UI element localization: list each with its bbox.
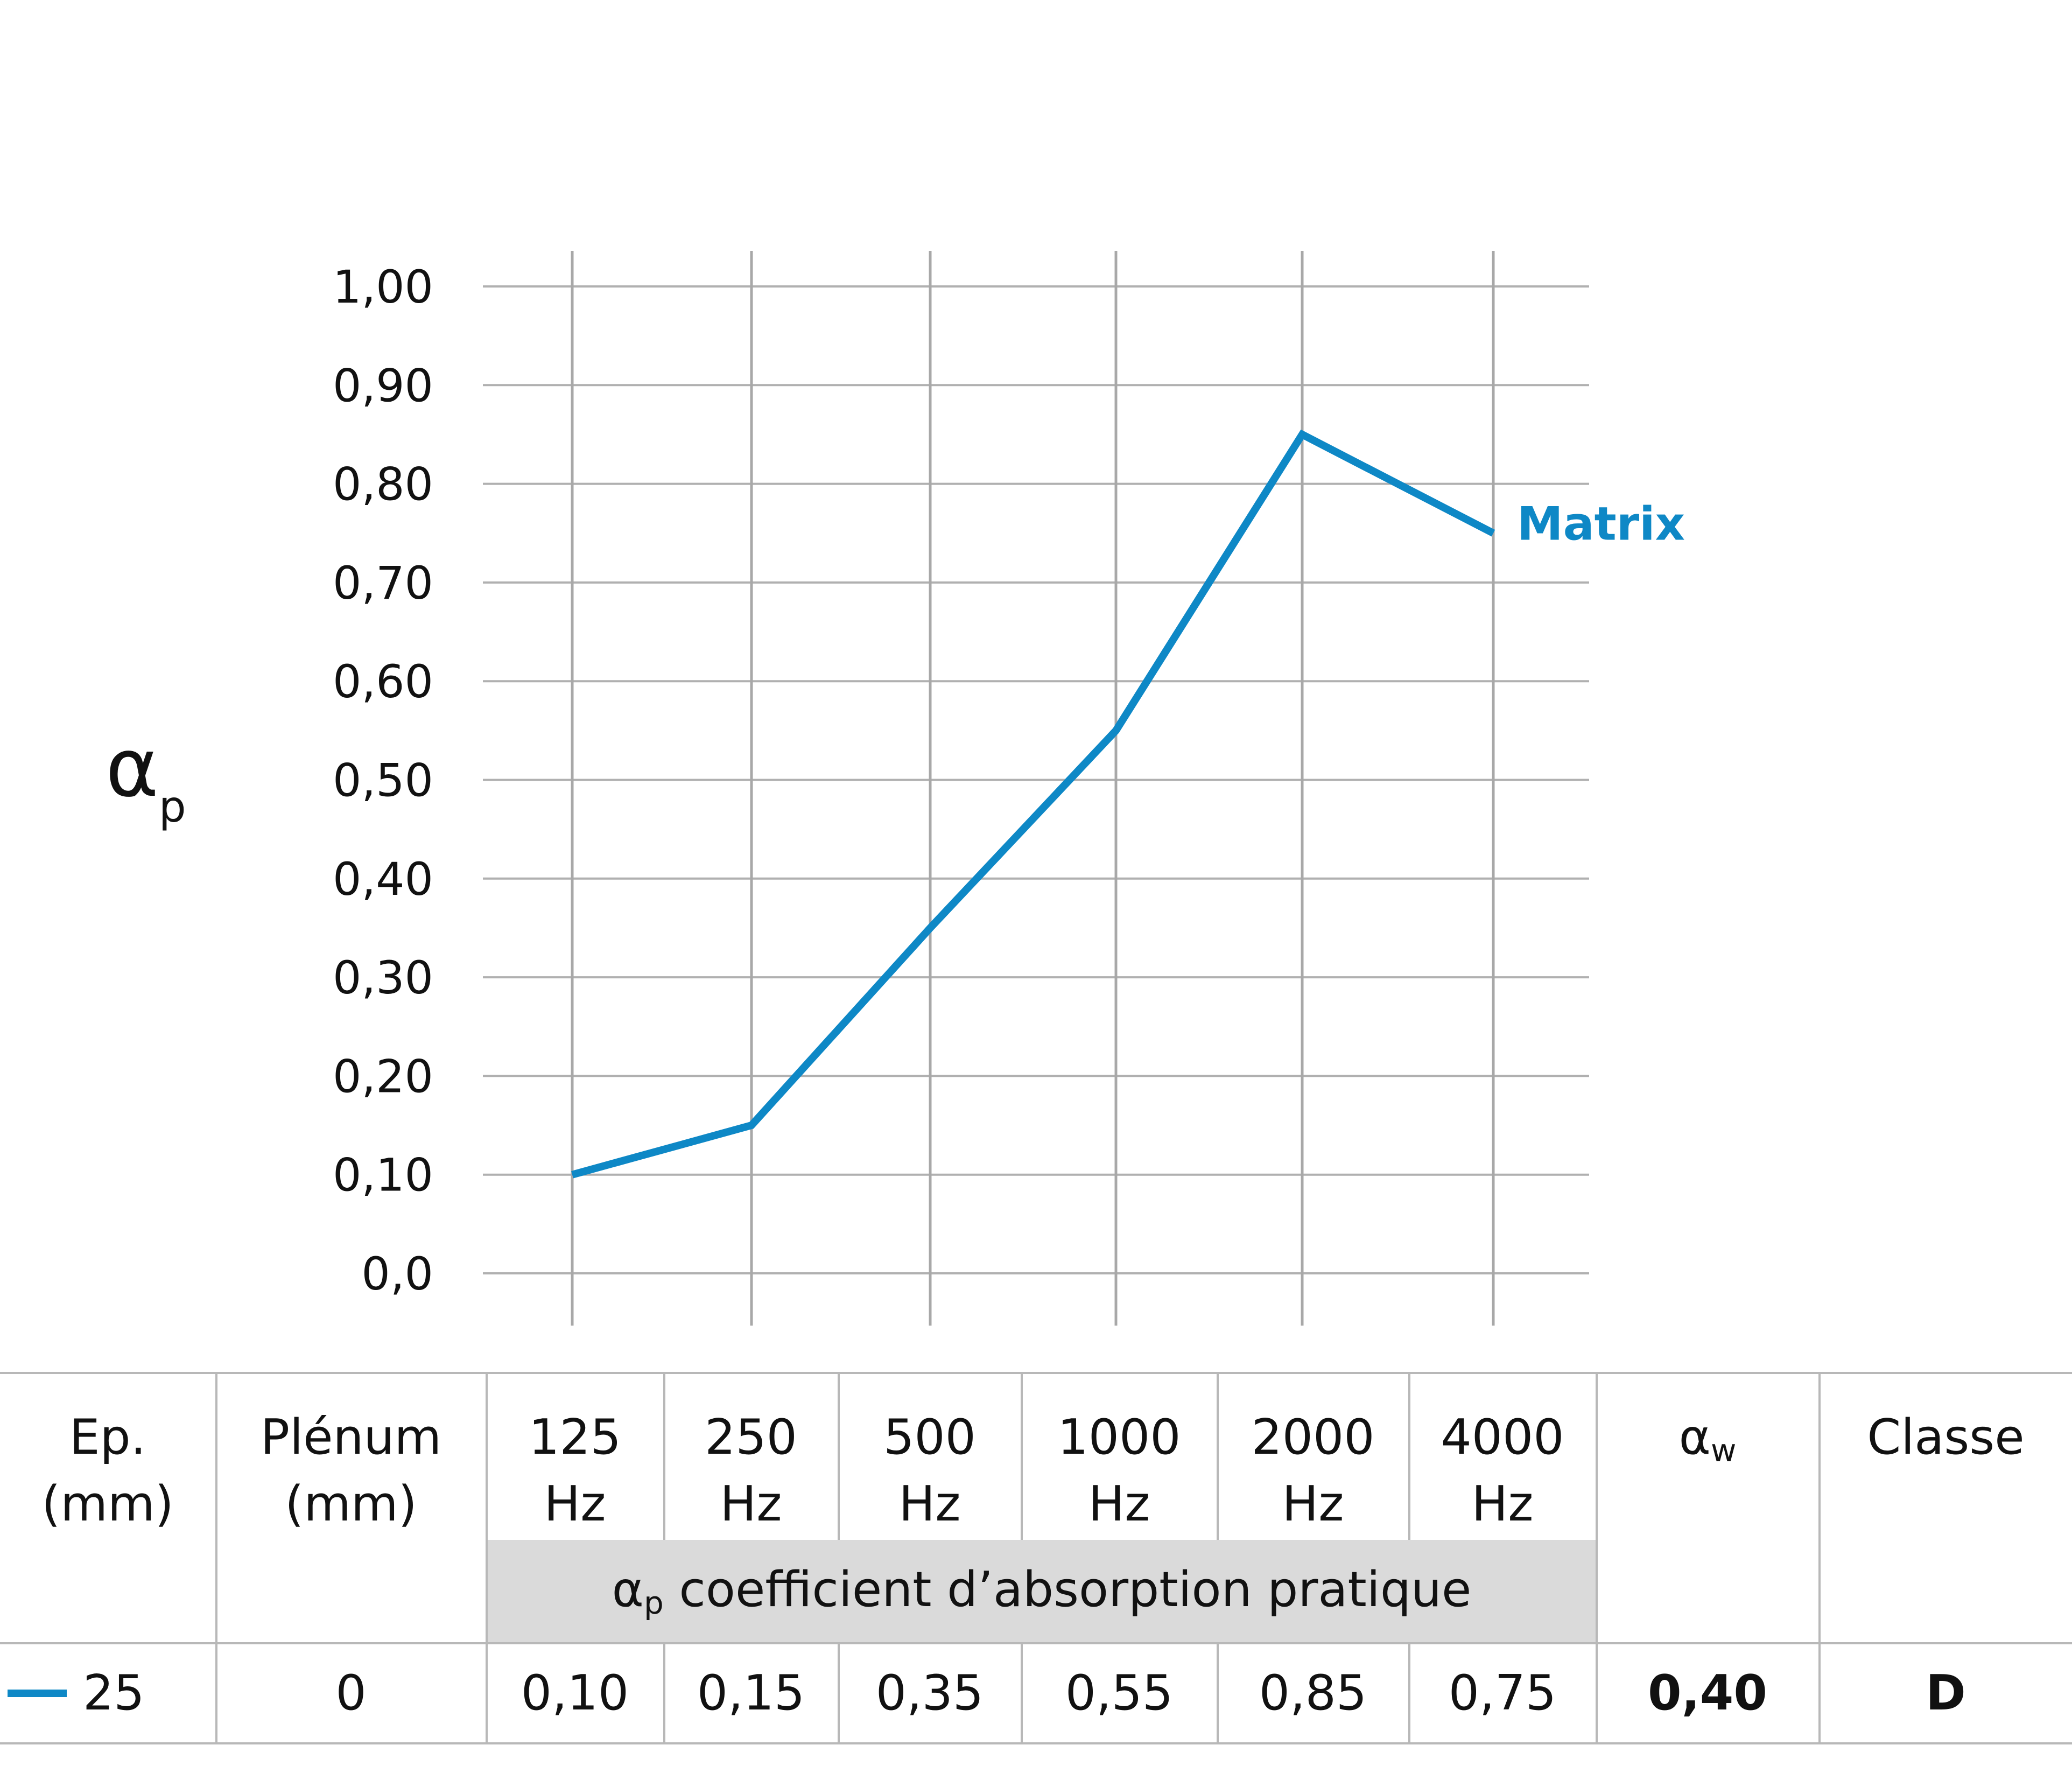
cell-250hz: 0,15: [697, 1665, 805, 1721]
series-label: Matrix: [1517, 497, 1685, 551]
series-swatch: [8, 1690, 67, 1697]
absorption-table: αp coefficient d’absorption pratique Ep.…: [0, 1372, 2072, 1744]
cell-125hz: 0,10: [521, 1665, 629, 1721]
absorption-chart: 0,0 0,10 0,20 0,30 0,40 0,50 0,60 0,70 0,80 0,90 1…: [106, 251, 1685, 1326]
col-divider: [1021, 1372, 1023, 1540]
cell-500hz: 0,35: [875, 1665, 984, 1721]
cell-2000hz: 0,85: [1259, 1665, 1367, 1721]
band-label: αp coefficient d’absorption pratique: [612, 1561, 1472, 1621]
cell-4000hz: 0,75: [1448, 1665, 1557, 1721]
table-top-border: [0, 1372, 2072, 1374]
header-500hz: 500 Hz: [883, 1409, 976, 1532]
cell-ep: 25: [0, 1644, 215, 1742]
y-tick-label: 1,00: [333, 261, 433, 313]
header-125hz: 125 Hz: [529, 1409, 621, 1532]
col-divider: [1596, 1372, 1598, 1744]
header-aw: αw: [1678, 1409, 1737, 1469]
vertical-gridlines: [571, 251, 1495, 1326]
y-axis-label: αp: [106, 721, 186, 832]
series-line: [571, 429, 1495, 1179]
col-divider: [663, 1642, 665, 1744]
y-axis-tick-labels: 0,0 0,10 0,20 0,30 0,40 0,50 0,60 0,70 0,80 0,90 1…: [333, 261, 433, 1300]
y-tick-label: 0,20: [333, 1050, 433, 1103]
y-tick-label: 0,30: [333, 951, 433, 1004]
header-1000hz: 1000 Hz: [1057, 1409, 1181, 1532]
y-tick-label: 0,50: [333, 754, 433, 807]
y-tick-label: 0,0: [361, 1248, 433, 1300]
y-tick-label: 0,90: [333, 359, 433, 412]
col-divider: [1408, 1372, 1410, 1540]
cell-classe: D: [1926, 1665, 1966, 1721]
series-layer: Matrix: [571, 429, 1685, 1179]
header-plenum: Plénum (mm): [260, 1409, 442, 1532]
col-divider: [215, 1372, 217, 1744]
col-divider: [1217, 1372, 1219, 1540]
header-250hz: 250 Hz: [705, 1409, 797, 1532]
col-divider: [663, 1372, 665, 1540]
table-row-separator: [0, 1642, 2072, 1644]
y-tick-label: 0,10: [333, 1149, 433, 1202]
col-divider: [1818, 1372, 1821, 1744]
y-tick-label: 0,70: [333, 557, 433, 609]
col-divider: [1021, 1642, 1023, 1744]
col-divider: [838, 1372, 840, 1540]
y-tick-label: 0,40: [333, 853, 433, 906]
header-classe: Classe: [1867, 1409, 2025, 1466]
col-divider: [1217, 1642, 1219, 1744]
cell-plenum: 0: [335, 1665, 367, 1721]
y-tick-label: 0,80: [333, 458, 433, 511]
col-divider: [1408, 1642, 1410, 1744]
table-bottom-border: [0, 1742, 2072, 1744]
cell-1000hz: 0,55: [1065, 1665, 1174, 1721]
horizontal-gridlines: [483, 285, 1589, 1274]
col-divider: [486, 1372, 488, 1744]
col-divider: [838, 1642, 840, 1744]
header-4000hz: 4000 Hz: [1441, 1409, 1564, 1532]
header-2000hz: 2000 Hz: [1251, 1409, 1375, 1532]
y-tick-label: 0,60: [333, 655, 433, 708]
absorption-band: αp coefficient d’absorption pratique: [487, 1540, 1597, 1642]
cell-aw: 0,40: [1647, 1665, 1768, 1721]
header-ep: Ep. (mm): [41, 1409, 174, 1532]
